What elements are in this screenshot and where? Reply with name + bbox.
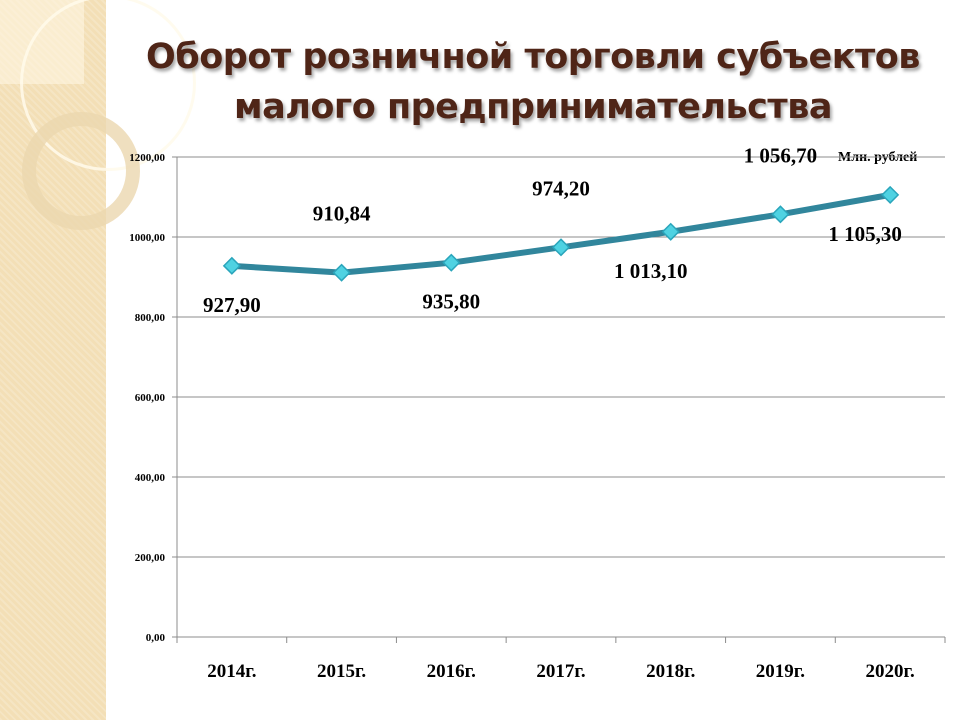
data-label: 1 013,10 xyxy=(614,259,688,283)
x-tick-label: 2017г. xyxy=(536,661,585,682)
decorative-side-panel xyxy=(0,0,196,720)
title-line-2: малого предпринимательства xyxy=(234,87,832,127)
y-tick-label: 600,00 xyxy=(135,392,166,404)
data-label: 927,90 xyxy=(203,293,261,317)
data-point-marker xyxy=(551,238,571,257)
y-tick-label: 400,00 xyxy=(135,472,166,484)
y-tick-label: 200,00 xyxy=(135,552,166,564)
data-label: 935,80 xyxy=(422,290,480,314)
title-line-1: Оборот розничной торговли субъектов xyxy=(146,37,920,77)
data-label: 974,20 xyxy=(532,176,590,200)
y-tick-label: 0,00 xyxy=(146,632,166,644)
data-point-marker xyxy=(881,185,900,204)
data-point-marker xyxy=(661,222,680,241)
x-tick-label: 2016г. xyxy=(427,661,476,682)
y-tick-label: 1200,00 xyxy=(129,152,165,164)
x-tick-label: 2019г. xyxy=(756,661,805,682)
x-tick-label: 2018г. xyxy=(646,661,695,682)
x-tick-label: 2020г. xyxy=(866,661,915,682)
data-point-marker xyxy=(332,263,351,282)
data-label: 1 105,30 xyxy=(828,222,902,246)
data-label: 1 056,70 xyxy=(744,143,818,167)
data-point-marker xyxy=(222,256,241,275)
data-label: 910,84 xyxy=(313,202,371,226)
x-tick-label: 2015г. xyxy=(317,661,366,682)
y-tick-label: 1000,00 xyxy=(129,232,165,244)
y-tick-label: 800,00 xyxy=(135,312,166,324)
x-tick-label: 2014г. xyxy=(207,661,256,682)
slide-title: Оборот розничной торговли субъектов мало… xyxy=(106,32,960,132)
data-point-marker xyxy=(442,253,461,272)
data-point-marker xyxy=(771,205,790,224)
